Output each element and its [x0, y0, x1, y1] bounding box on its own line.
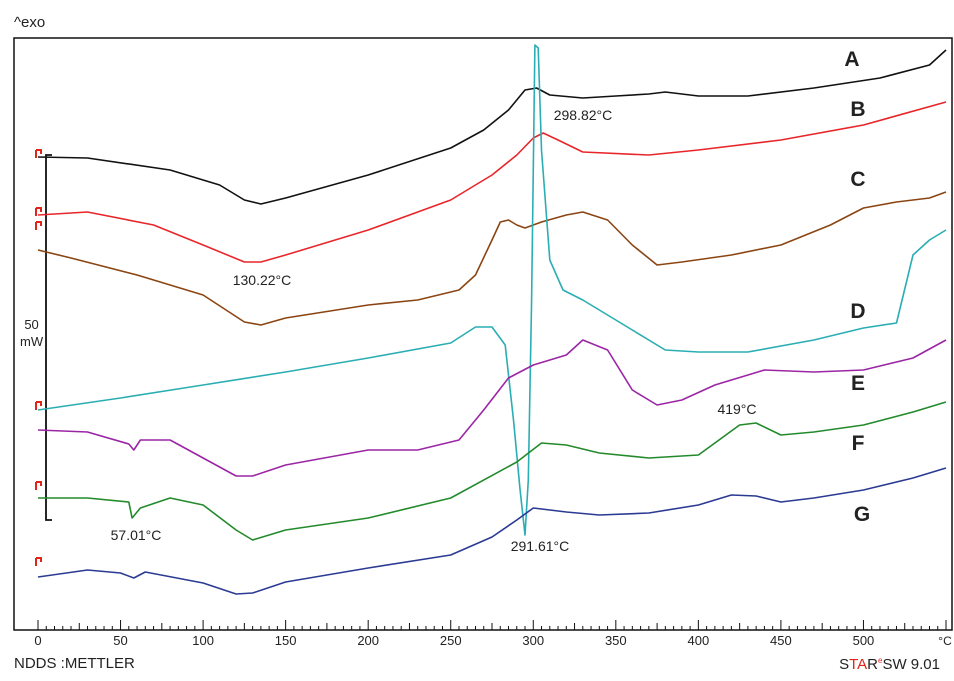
curve-start-marker	[35, 401, 42, 410]
scale-bar-bracket	[45, 154, 52, 521]
scale-bar-label: 50 mW	[20, 316, 43, 350]
footer-instrument-label: NDDS :METTLER	[14, 655, 135, 672]
x-tick-label: 100	[192, 633, 214, 648]
curve-label-D: D	[850, 300, 865, 323]
series-line-G	[37, 467, 947, 595]
x-tick-label: 300	[522, 633, 544, 648]
curve-start-marker	[35, 221, 42, 230]
peak-annotation: 419°C	[717, 401, 756, 417]
peak-annotation: 130.22°C	[233, 272, 292, 288]
curve-label-F: F	[852, 432, 865, 455]
x-tick-label: 400	[688, 633, 710, 648]
x-tick-label: 50	[113, 633, 127, 648]
series-line-F	[38, 401, 947, 541]
series-line-C	[37, 191, 947, 326]
curve-label-G: G	[854, 503, 870, 526]
x-tick-label: 0	[34, 633, 41, 648]
curve-label-C: C	[850, 168, 865, 191]
curve-label-A: A	[844, 48, 859, 71]
peak-annotation: 291.61°C	[511, 538, 570, 554]
curve-label-B: B	[850, 98, 865, 121]
x-tick-label: 200	[357, 633, 379, 648]
curve-start-marker	[35, 557, 42, 566]
x-tick-label: 150	[275, 633, 297, 648]
series-line-E	[37, 339, 947, 477]
x-tick-label: 350	[605, 633, 627, 648]
series-line-D	[37, 44, 947, 536]
x-tick-label: 500	[853, 633, 875, 648]
peak-annotation: 57.01°C	[111, 527, 162, 543]
plot-frame	[13, 37, 953, 631]
scale-bar-value: 50	[24, 317, 39, 332]
series-line-B	[37, 101, 947, 263]
curve-label-E: E	[851, 372, 865, 395]
peak-annotation: 298.82°C	[554, 107, 613, 123]
scale-bar-unit: mW	[20, 334, 44, 349]
software-version-label: STAReSW 9.01	[839, 656, 940, 673]
curve-start-marker	[35, 481, 42, 490]
x-tick-label: 250	[440, 633, 462, 648]
x-tick-label: 450	[770, 633, 792, 648]
y-axis-exo-label: ^exo	[14, 14, 46, 31]
series-line-A	[37, 49, 947, 205]
curve-start-marker	[35, 207, 42, 216]
x-unit-label: °C	[938, 634, 952, 648]
curve-start-marker	[35, 149, 42, 158]
